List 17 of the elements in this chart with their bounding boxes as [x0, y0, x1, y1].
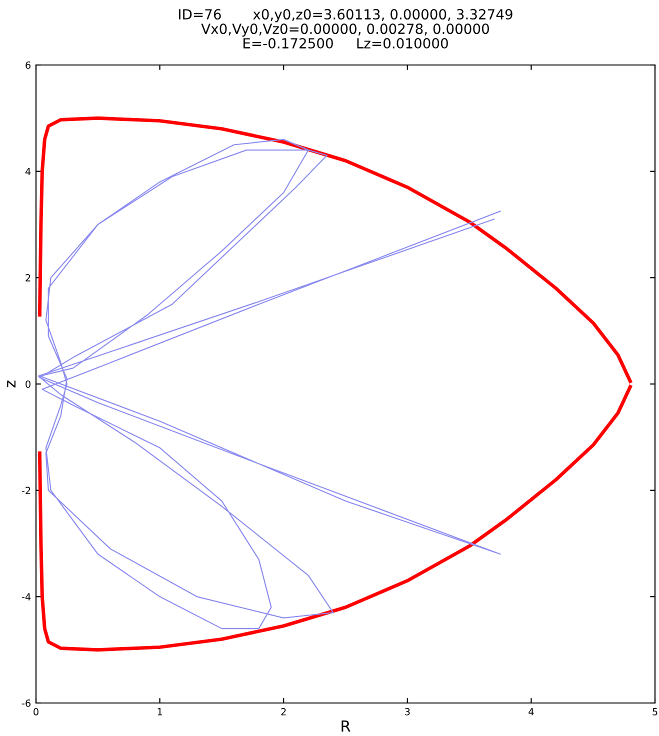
y-tick-label: 2: [26, 274, 30, 282]
x-tick-label: 1: [158, 708, 162, 716]
y-tick-label: -4: [22, 593, 31, 600]
y-tick-label: 0: [26, 380, 30, 388]
x-tick-label: 2: [281, 708, 286, 716]
y-tick-label: -2: [22, 486, 30, 494]
line-series: [38, 138, 501, 630]
x-tick-label: 3: [405, 708, 410, 716]
x-tick-label: 5: [652, 708, 658, 716]
chart-title: ID=76 x0,y0,z0=3.60113, 0.00000, 3.32749 Vx0,Vy0,Vz0=0.00000, 0.00278, 0.00000 E=-0.172500 Lz=0.010000: [179, 9, 512, 49]
y-tick-label: 6: [26, 61, 31, 69]
x-axis-title: R: [342, 720, 350, 732]
y-tick-label: 4: [25, 168, 31, 176]
x-tick-label: 4: [528, 708, 534, 716]
y-axis-title: z: [7, 380, 16, 388]
x-tick-label: 0: [34, 708, 38, 716]
y-tick-label: -6: [22, 699, 31, 707]
